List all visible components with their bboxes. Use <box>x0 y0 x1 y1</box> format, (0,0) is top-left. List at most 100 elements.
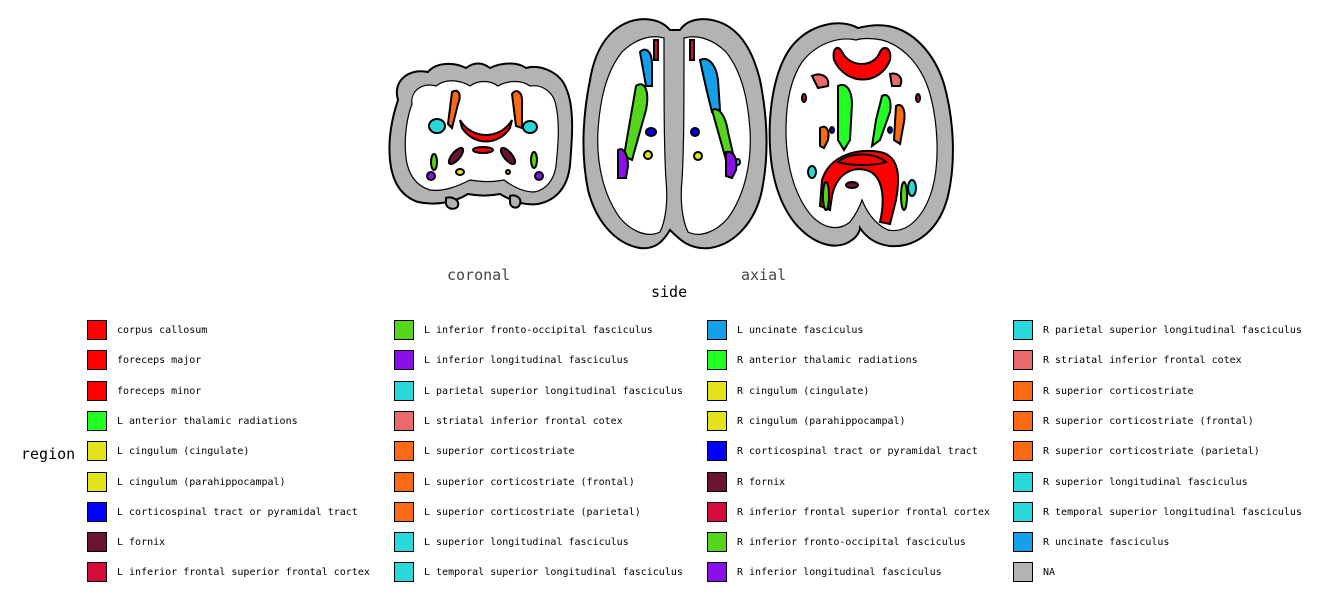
legend-swatch <box>87 471 107 492</box>
legend-label: R cingulum (cingulate) <box>737 385 870 397</box>
legend-swatch <box>394 410 414 431</box>
legend-swatch <box>1013 380 1033 401</box>
axial2-r-ifof <box>900 181 908 211</box>
axial2-l-striatal <box>810 73 830 90</box>
coronal-r-slf <box>522 120 538 134</box>
legend-swatch <box>87 532 107 553</box>
legend-swatch <box>394 501 414 522</box>
legend-swatch <box>707 532 727 553</box>
legend-label: R striatal inferior frontal cotex <box>1043 355 1242 367</box>
brain-atlas-figure <box>388 18 954 250</box>
coronal-l-fornix <box>447 146 465 166</box>
legend-label: L superior corticostriate (parietal) <box>424 506 641 518</box>
coronal-slice <box>388 62 574 210</box>
coronal-lower-left-lobe <box>445 196 460 210</box>
axial2-l-corticostriate <box>819 125 830 150</box>
legend-swatch <box>394 350 414 371</box>
legend-label: foreceps minor <box>117 385 202 397</box>
legend-label: corpus callosum <box>117 325 208 336</box>
legend-swatch <box>394 320 414 340</box>
axial-slice-2 <box>768 22 954 248</box>
axial1-r-ilf <box>725 150 738 180</box>
legend-label: NA <box>1043 567 1056 579</box>
legend-label: L striatal inferior frontal cotex <box>424 415 623 427</box>
legend-label: R parietal superior longitudinal fascicu… <box>1043 325 1302 336</box>
legend-label: R fornix <box>737 476 786 488</box>
legend-swatch <box>87 441 107 462</box>
axial2-l-frontal-red <box>801 93 807 103</box>
axial1-r-frontal-red <box>689 39 695 61</box>
legend-title: region <box>21 445 76 463</box>
legend-label: L inferior fronto-occipital fasciculus <box>424 325 653 336</box>
axial-slice-1 <box>582 18 768 250</box>
legend-swatch <box>1013 471 1033 492</box>
legend-swatch <box>1013 532 1033 553</box>
legend-label: L corticospinal tract or pyramidal tract <box>117 506 358 518</box>
legend-label: R superior corticostriate <box>1043 385 1194 397</box>
coronal-r-ifof <box>530 151 538 169</box>
legend-label: R superior corticostriate (parietal) <box>1043 446 1260 458</box>
axial1-r-uncinate <box>698 58 722 114</box>
coronal-central-red <box>472 146 494 154</box>
legend-label: L fornix <box>117 537 166 549</box>
legend-swatch <box>707 380 727 401</box>
legend-label: R corticospinal tract or pyramidal tract <box>737 446 978 458</box>
coronal-l-corticostriate <box>446 89 461 130</box>
axial2-r-corticospinal <box>887 126 893 134</box>
coronal-r-ilf <box>534 171 544 181</box>
legend-swatch <box>1013 320 1033 340</box>
legend-label: L inferior frontal superior frontal cort… <box>117 567 370 579</box>
legend-swatch <box>87 380 107 401</box>
axial2-corpus-callosum-body <box>835 153 888 166</box>
legend-swatch <box>87 350 107 371</box>
axial2-l-corticospinal <box>829 126 835 134</box>
coronal-r-fornix <box>499 146 517 166</box>
axial2-r-striatal <box>888 72 903 87</box>
coronal-l-ifof <box>430 153 438 171</box>
legend-swatch <box>707 320 727 340</box>
axial1-r-corticospinal <box>690 127 700 137</box>
legend-swatch <box>707 501 727 522</box>
legend-label: foreceps major <box>117 355 202 367</box>
legend-swatch <box>707 562 727 583</box>
axial2-l-slf <box>807 165 817 179</box>
legend-swatch <box>707 350 727 371</box>
axial1-l-corticospinal <box>645 127 657 137</box>
legend-swatch <box>707 410 727 431</box>
axial-view-label: axial <box>741 266 787 284</box>
legend-swatch <box>394 562 414 583</box>
legend-label: R temporal superior longitudinal fascicu… <box>1043 506 1302 518</box>
axial2-r-frontal-red <box>915 93 921 103</box>
coronal-l-slf <box>428 118 446 134</box>
axial1-l-uncinate <box>638 48 653 87</box>
legend-label: R inferior longitudinal fasciculus <box>737 567 942 579</box>
coronal-l-cingulum <box>455 168 465 176</box>
legend-label: L parietal superior longitudinal fascicu… <box>424 385 683 397</box>
coronal-corpus-callosum <box>459 119 513 143</box>
legend-label: L anterior thalamic radiations <box>117 415 298 427</box>
legend-label: R inferior frontal superior frontal cort… <box>737 506 990 518</box>
legend-label: R cingulum (parahippocampal) <box>737 415 906 427</box>
legend-swatch <box>394 471 414 492</box>
legend-swatch <box>1013 562 1033 583</box>
coronal-lower-right-lobe <box>509 194 522 209</box>
legend-label: R superior corticostriate (frontal) <box>1043 415 1254 427</box>
axial2-r-slf <box>907 179 917 197</box>
coronal-view-label: coronal <box>447 266 511 284</box>
legend-swatch <box>1013 441 1033 462</box>
legend-label: L superior corticostriate (frontal) <box>424 476 635 488</box>
axial2-r-corticostriate <box>892 104 906 146</box>
legend-label: R inferior fronto-occipital fasciculus <box>737 537 966 549</box>
axial1-r-slf <box>735 158 741 166</box>
legend-swatch <box>87 320 107 340</box>
legend-swatch <box>87 501 107 522</box>
axial2-forceps-major <box>818 149 900 226</box>
side-axis-title: side <box>651 283 688 301</box>
legend-swatch <box>394 532 414 553</box>
legend-label: R anterior thalamic radiations <box>737 355 918 367</box>
axial1-l-ilf <box>617 148 630 179</box>
coronal-r-corticostriate <box>510 90 523 130</box>
axial2-l-atr <box>837 84 854 152</box>
legend-swatch <box>707 471 727 492</box>
legend-swatch <box>1013 410 1033 431</box>
